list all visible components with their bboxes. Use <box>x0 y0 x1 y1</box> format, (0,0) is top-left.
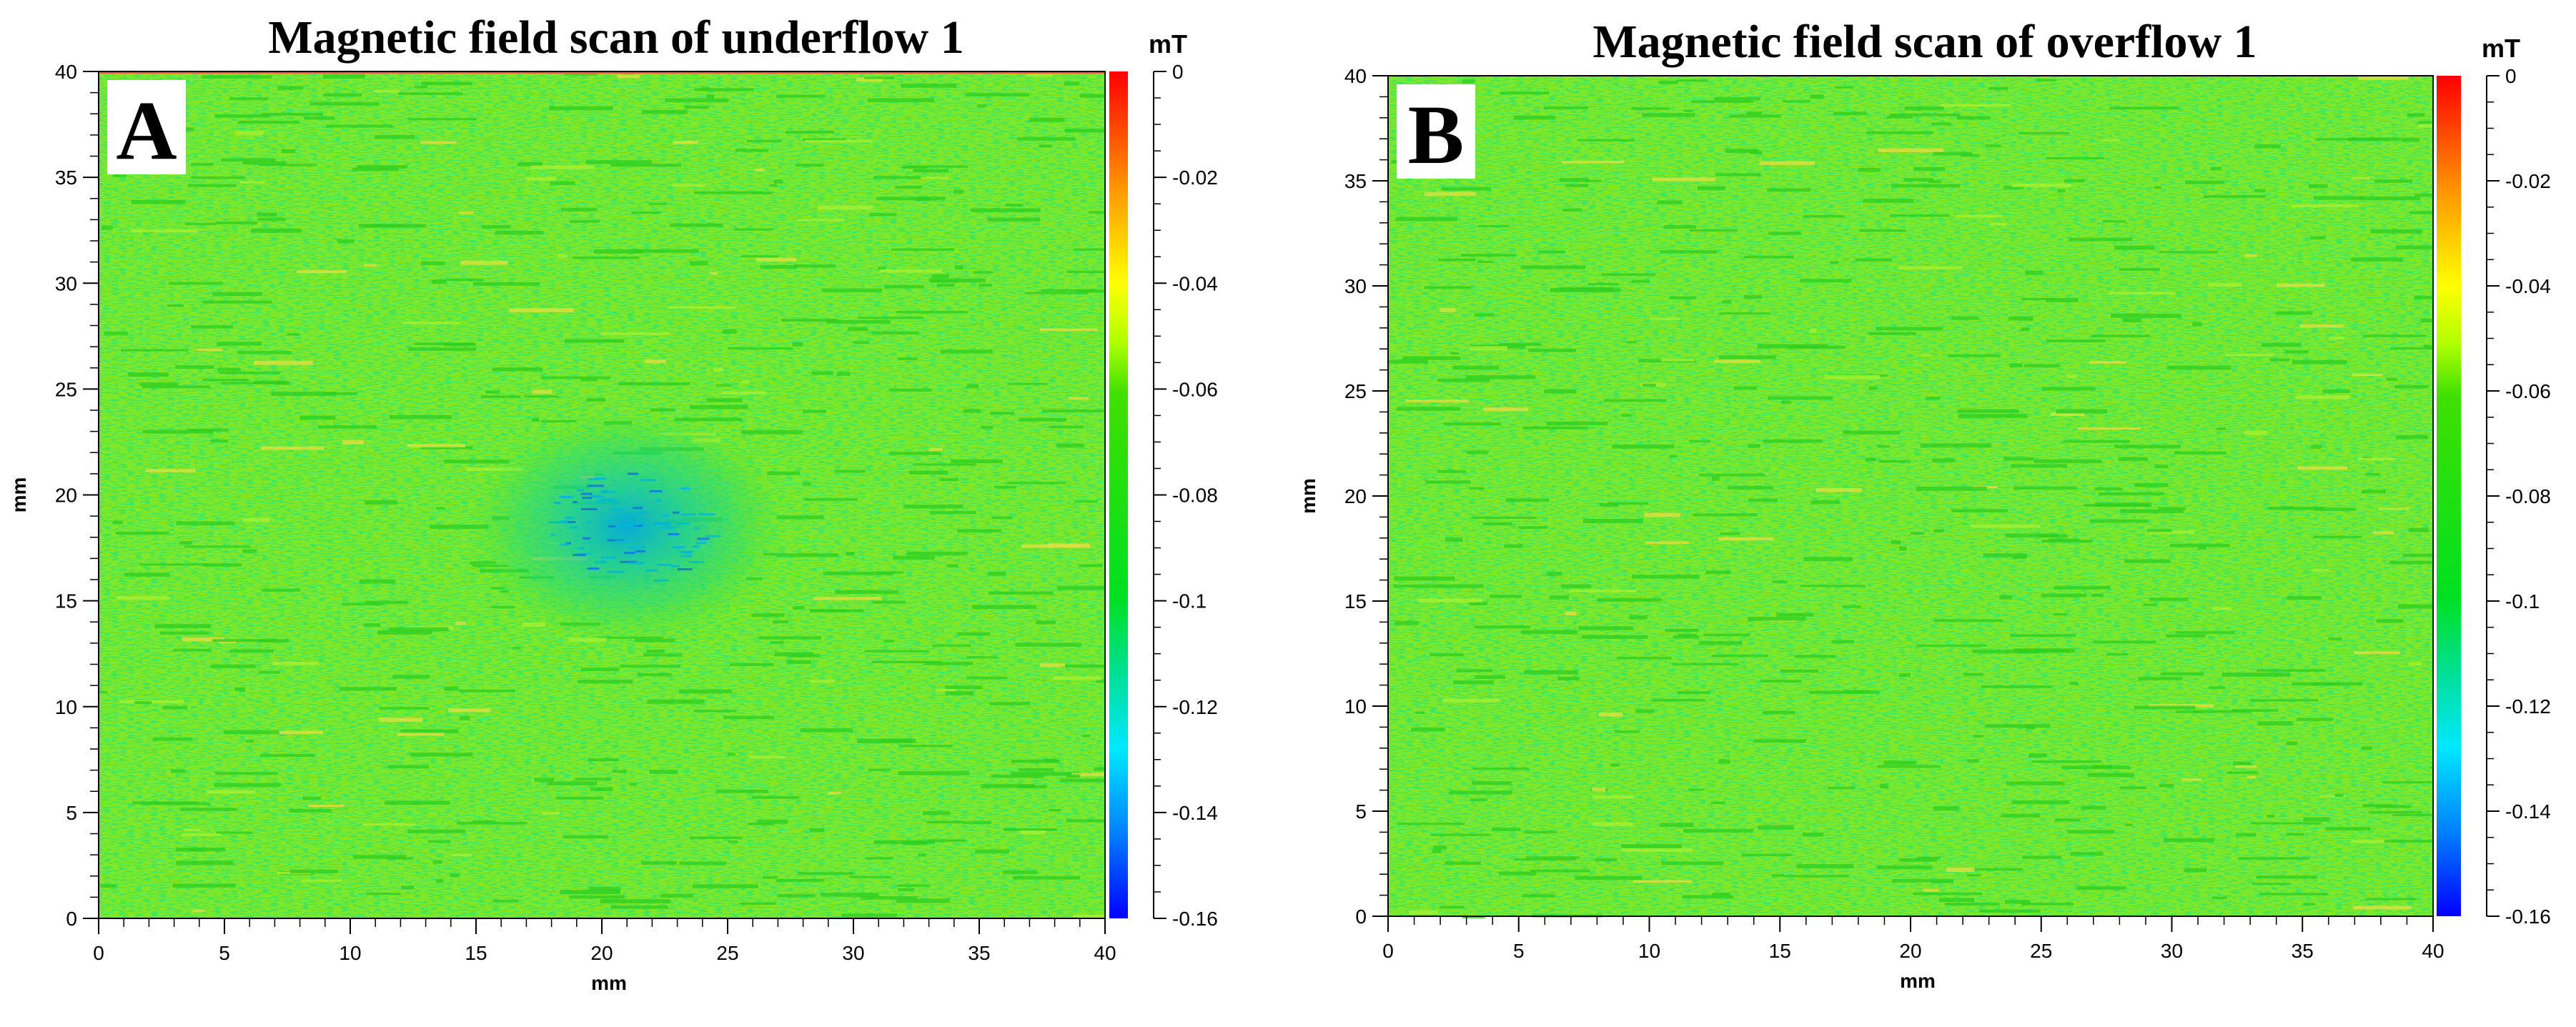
panel-letter: B <box>1408 88 1465 182</box>
y-tick-label-6: 30 <box>55 272 77 294</box>
panel-b: Magnetic field scan of overflow 1 0 5 10 15 2… <box>1297 16 2551 992</box>
x-tick-label-6: 30 <box>2161 940 2183 962</box>
x-axis-label: mm <box>1900 970 1936 992</box>
x-tick-label-5: 25 <box>2030 940 2052 962</box>
y-tick-label-3: 15 <box>55 590 77 612</box>
colorbar-tick-label-3: -0.06 <box>1172 378 1218 400</box>
panel-letter-box <box>107 80 186 174</box>
colorbar-tick-label-5: -0.1 <box>1172 590 1207 612</box>
colorbar-tick-label-3: -0.06 <box>2505 380 2551 402</box>
x-tick-label-4: 20 <box>1899 940 1921 962</box>
y-tick-label-0: 0 <box>1355 906 1367 928</box>
y-tick-label-5: 25 <box>1344 380 1367 402</box>
y-tick-label-1: 5 <box>1355 800 1367 823</box>
panel-letter: A <box>116 84 177 177</box>
x-tick-label-8: 40 <box>1094 942 1116 964</box>
x-tick-label-1: 5 <box>1513 940 1525 962</box>
colorbar-unit: mT <box>1149 29 1187 59</box>
x-tick-label-3: 15 <box>465 942 487 964</box>
y-axis-label: mm <box>8 477 30 513</box>
x-tick-label-2: 10 <box>1638 940 1660 962</box>
colorbar-tick-label-2: -0.04 <box>2505 275 2551 297</box>
colorbar-tick-label-6: -0.12 <box>1172 696 1218 718</box>
x-tick-label-4: 20 <box>590 942 613 964</box>
y-axis-label: mm <box>1297 478 1319 514</box>
panel-a: Magnetic field scan of underflow 1 0 5 10 15… <box>8 11 1218 994</box>
x-tick-label-7: 35 <box>968 942 990 964</box>
colorbar-tick-label-0: 0 <box>2505 65 2517 87</box>
x-tick-label-5: 25 <box>716 942 738 964</box>
colorbar-tick-label-5: -0.1 <box>2505 590 2540 612</box>
x-tick-label-0: 0 <box>1382 940 1394 962</box>
anomaly-core-0 <box>548 472 721 582</box>
colorbar-tick-label-4: -0.08 <box>1172 485 1218 507</box>
y-tick-label-7: 35 <box>1344 170 1367 192</box>
y-tick-label-2: 10 <box>55 696 77 718</box>
x-tick-label-2: 10 <box>339 942 361 964</box>
top-edge <box>99 71 1105 74</box>
y-tick-label-1: 5 <box>66 802 77 824</box>
x-tick-label-7: 35 <box>2292 940 2314 962</box>
y-tick-label-5: 25 <box>55 378 77 400</box>
colorbar-tick-label-1: -0.02 <box>2505 170 2551 192</box>
y-tick-label-7: 35 <box>55 167 77 189</box>
chart-title: Magnetic field scan of underflow 1 <box>268 11 963 64</box>
x-tick-label-3: 15 <box>1769 940 1791 962</box>
heatmap-streaks <box>1389 76 2433 919</box>
y-tick-label-8: 40 <box>1344 65 1367 87</box>
colorbar-tick-label-7: -0.14 <box>2505 800 2551 823</box>
colorbar <box>1109 71 1128 918</box>
y-tick-label-4: 20 <box>1344 485 1367 507</box>
colorbar <box>2437 76 2461 916</box>
colorbar-unit: mT <box>2482 34 2520 63</box>
y-tick-label-3: 15 <box>1344 590 1367 612</box>
y-tick-label-8: 40 <box>55 61 77 83</box>
colorbar-tick-label-8: -0.16 <box>1172 908 1218 930</box>
y-tick-label-4: 20 <box>55 485 77 507</box>
y-tick-label-2: 10 <box>1344 695 1367 718</box>
panel-letter-box <box>1397 84 1475 179</box>
colorbar-tick-label-1: -0.02 <box>1172 167 1218 189</box>
colorbar-tick-label-6: -0.12 <box>2505 695 2551 718</box>
x-tick-label-8: 40 <box>2422 940 2444 962</box>
colorbar-tick-label-4: -0.08 <box>2505 485 2551 507</box>
chart-title: Magnetic field scan of overflow 1 <box>1592 16 2257 68</box>
x-tick-label-1: 5 <box>219 942 230 964</box>
heatmap-streaks <box>99 71 1105 918</box>
colorbar-tick-label-0: 0 <box>1172 61 1184 83</box>
y-tick-label-0: 0 <box>66 908 77 930</box>
colorbar-tick-label-8: -0.16 <box>2505 906 2551 928</box>
x-tick-label-6: 30 <box>842 942 864 964</box>
y-tick-label-6: 30 <box>1344 275 1367 297</box>
colorbar-tick-label-2: -0.04 <box>1172 272 1218 294</box>
x-tick-label-0: 0 <box>93 942 104 964</box>
x-axis-label: mm <box>591 972 627 994</box>
colorbar-tick-label-7: -0.14 <box>1172 802 1218 824</box>
